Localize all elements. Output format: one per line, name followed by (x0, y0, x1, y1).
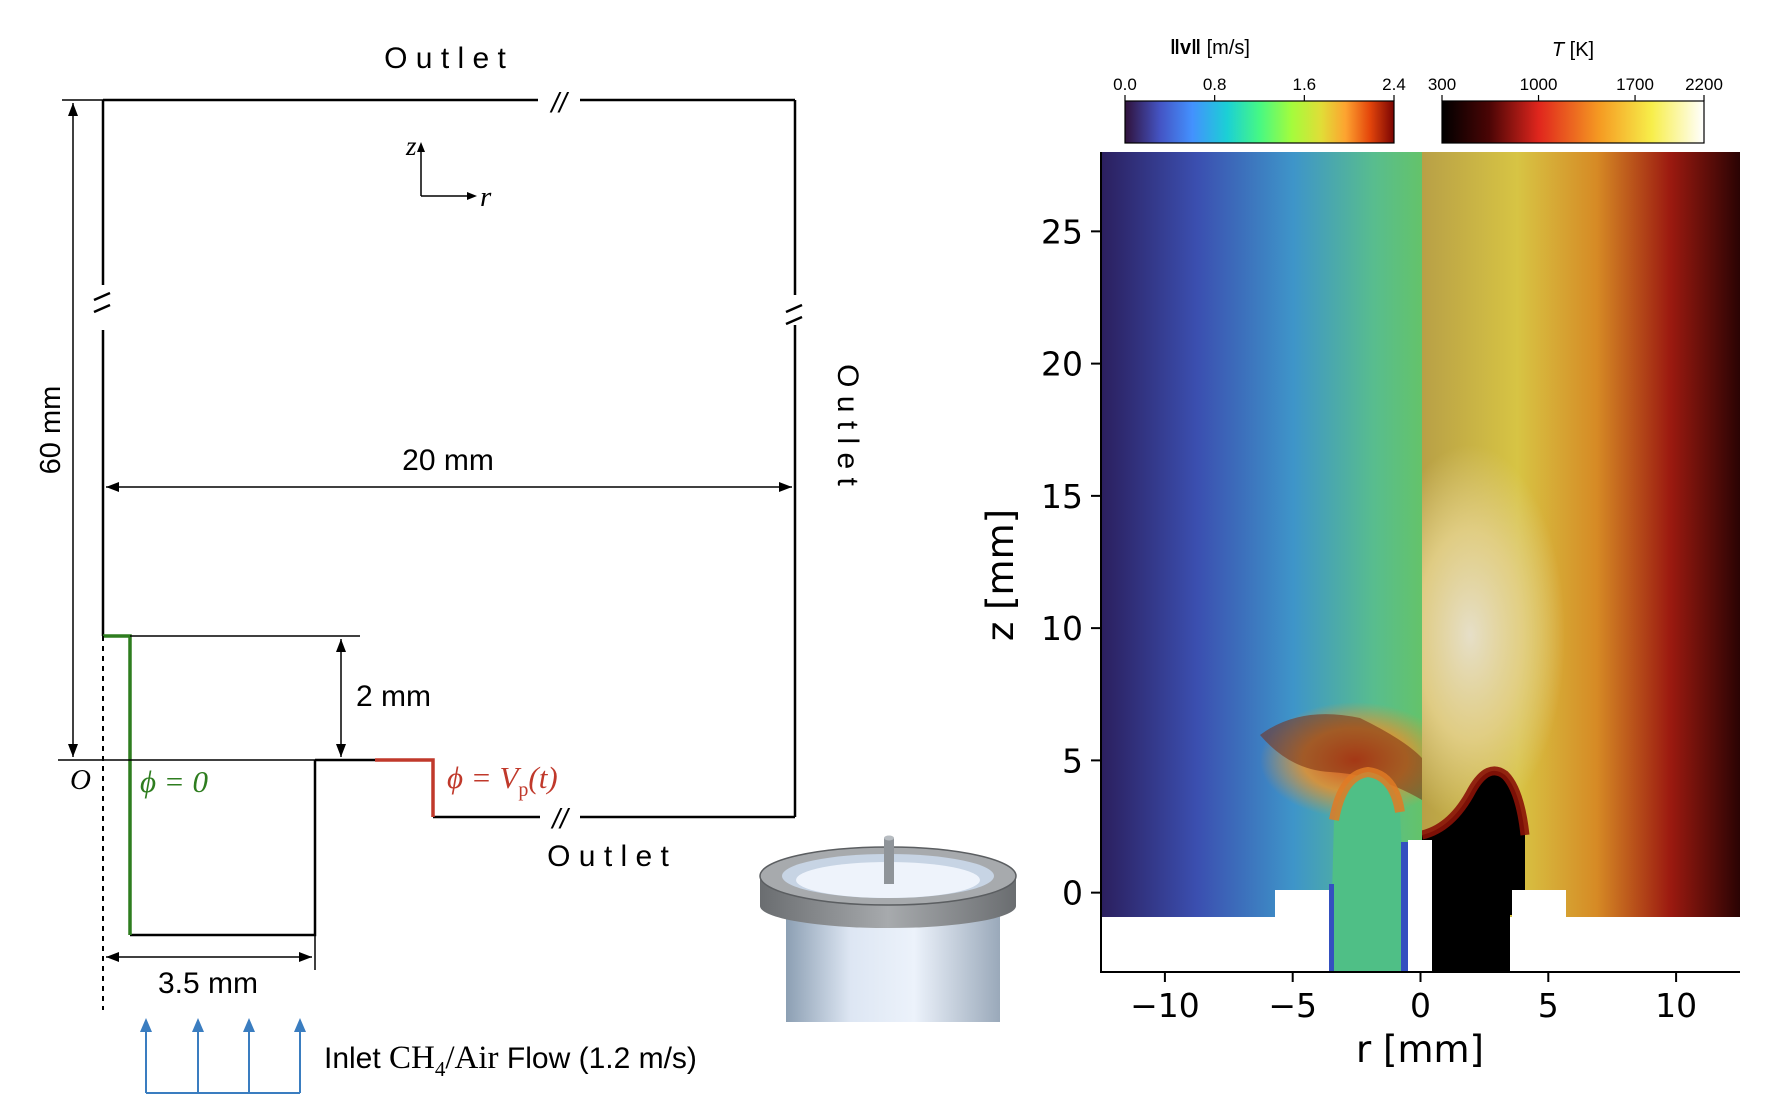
colorbar-temperature: T [K] 300 1000 1700 2200 (1428, 39, 1723, 144)
x-tick-label: 10 (1655, 986, 1697, 1025)
colorbar-tick-label: 0.8 (1203, 75, 1227, 94)
inlet-species-sub: 4 (435, 1057, 446, 1081)
dimension-2mm-arrows (336, 639, 346, 757)
inlet-species-rest: /Air (445, 1040, 498, 1076)
colorbar-tick-label: 1.6 (1293, 75, 1317, 94)
inlet-prefix: Inlet (324, 1042, 389, 1075)
x-tick-label: −5 (1268, 986, 1317, 1025)
inlet-flow-arrows (140, 1018, 306, 1094)
colorbar-tick-label: 2.4 (1382, 75, 1406, 94)
x-axis-ticks: −10 −5 0 5 10 (1130, 972, 1697, 1025)
y-tick-label: 25 (1041, 212, 1083, 251)
colorbar-velocity-unit: [m/s] (1201, 37, 1250, 59)
axis-z-label: z (405, 131, 417, 161)
colorbar-temperature-symbol: T (1552, 39, 1566, 61)
outlet-right-label: O u t l e t (831, 364, 864, 486)
origin-label: O (70, 764, 91, 796)
dimension-3-5mm-label: 3.5 mm (158, 967, 258, 1000)
colorbar-tick-label: 1000 (1520, 75, 1558, 94)
break-marks-vertical (93, 291, 803, 326)
colorbar-temperature-gradient (1441, 100, 1705, 144)
dimension-2mm (130, 635, 360, 757)
colorbar-velocity-symbol: ‖v‖ (1170, 37, 1201, 59)
bc-potential-arg: (t) (528, 760, 557, 795)
y-axis-label: z [mm] (979, 509, 1022, 641)
colorbar-velocity-ticks: 0.0 0.8 1.6 2.4 (1113, 75, 1406, 101)
temperature-field (1422, 152, 1740, 972)
colorbar-velocity-gradient (1124, 100, 1395, 144)
colorbar-temperature-unit: [K] (1564, 39, 1594, 61)
bc-ground-label: ϕ = 0 (140, 764, 208, 799)
x-tick-label: 0 (1410, 986, 1431, 1025)
inlet-suffix: Flow (1.2 m/s) (499, 1042, 697, 1075)
inlet-species: CH (389, 1040, 435, 1076)
colorbar-tick-label: 0.0 (1113, 75, 1137, 94)
plot-axes (1100, 152, 1740, 973)
burner-cross-section (1101, 840, 1740, 972)
y-tick-label: 15 (1041, 477, 1083, 516)
bc-potential-sub: p (518, 779, 528, 801)
x-tick-label: −10 (1130, 986, 1200, 1025)
powered-electrode (375, 758, 435, 817)
inlet-flow-label: Inlet CH4/Air Flow (1.2 m/s) (324, 1040, 697, 1081)
dimension-3-5mm (106, 935, 316, 970)
y-tick-label: 0 (1062, 874, 1083, 913)
y-tick-label: 20 (1041, 345, 1083, 384)
colorbar-temperature-ticks: 300 1000 1700 2200 (1428, 75, 1723, 101)
y-tick-label: 5 (1062, 741, 1083, 780)
colorbar-temperature-title: T [K] (1552, 39, 1594, 61)
colorbar-tick-label: 1700 (1616, 75, 1654, 94)
outlet-top-label: O u t l e t (384, 42, 506, 75)
axes-glyph (420, 148, 471, 197)
field-plot: −10 −5 0 5 10 0 5 10 15 20 25 r [mm] z [mm] (979, 152, 1740, 1071)
x-axis-label: r [mm] (1356, 1028, 1484, 1071)
dimension-60mm (62, 99, 103, 757)
dimension-2mm-label: 2 mm (356, 680, 431, 713)
outlet-bottom-label: O u t l e t (547, 840, 669, 873)
break-mark-top: // (549, 87, 570, 118)
colorbar-velocity: ‖v‖ [m/s] 0.0 0.8 1.6 2.4 (1113, 37, 1406, 144)
burner-3d-icon (759, 835, 1017, 1022)
ground-electrode (103, 634, 132, 935)
colorbar-tick-label: 300 (1428, 75, 1456, 94)
inlet-arrowheads (140, 1018, 306, 1032)
bc-potential-main: ϕ = V (447, 760, 521, 795)
inlet-arrow-icon (145, 1026, 301, 1094)
break-mark-bottom: // (550, 803, 571, 834)
colorbar-velocity-title: ‖v‖ [m/s] (1170, 37, 1250, 59)
colorbar-tick-label: 2200 (1685, 75, 1723, 94)
y-axis-ticks: 0 5 10 15 20 25 (1041, 212, 1101, 913)
axes-glyph-arrows (417, 142, 477, 200)
dimension-60mm-label: 60 mm (35, 386, 67, 475)
dimension-20mm-label: 20 mm (402, 444, 494, 477)
bc-potential-label: ϕ = Vp(t) (447, 760, 558, 801)
velocity-field (1101, 152, 1422, 972)
x-tick-label: 5 (1538, 986, 1559, 1025)
y-tick-label: 10 (1041, 609, 1083, 648)
axis-r-label: r (480, 181, 492, 213)
domain-schematic: O u t l e t // 60 mm 20 mm 2 mm 3.5 mm (35, 42, 864, 1094)
